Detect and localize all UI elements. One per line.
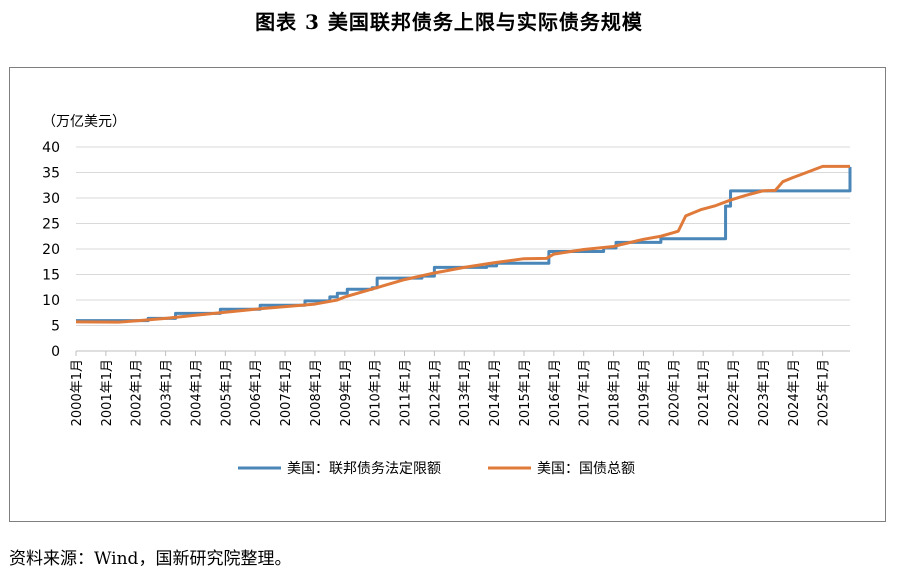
source-note: 资料来源：Wind，国新研究院整理。 — [9, 549, 292, 569]
y-tick-label: 10 — [42, 293, 60, 309]
x-tick-label: 2013年1月 — [458, 359, 473, 426]
y-tick-label: 40 — [42, 140, 60, 156]
x-tick-label: 2015年1月 — [518, 359, 533, 426]
x-tick-label: 2024年1月 — [787, 359, 802, 426]
y-tick-label: 15 — [42, 268, 60, 284]
x-tick-label: 2006年1月 — [249, 359, 264, 426]
x-tick-label: 2003年1月 — [160, 359, 175, 426]
series-line-actual-debt — [75, 164, 850, 324]
y-axis-ticks: 0 5 10 15 20 25 30 35 40 — [42, 140, 60, 360]
x-tick-label: 2019年1月 — [637, 359, 652, 426]
x-tick-label: 2009年1月 — [339, 359, 354, 426]
legend-label-debt-limit: 美国：联邦债务法定限额 — [287, 461, 441, 477]
x-tick-label: 2004年1月 — [189, 359, 204, 426]
x-tick-label: 2002年1月 — [130, 359, 145, 426]
x-tick-label: 2016年1月 — [548, 359, 563, 426]
x-tick-label: 2001年1月 — [100, 359, 115, 426]
x-tick-label: 2020年1月 — [667, 359, 682, 426]
x-tick-label: 2010年1月 — [369, 359, 384, 426]
x-tick-label: 2005年1月 — [219, 359, 234, 426]
y-tick-label: 30 — [42, 191, 60, 207]
unit-label: （万亿美元） — [42, 114, 126, 130]
legend-label-actual-debt: 美国：国债总额 — [537, 461, 635, 477]
y-tick-label: 5 — [51, 319, 60, 335]
x-tick-label: 2000年1月 — [70, 359, 85, 426]
gridlines — [76, 146, 850, 352]
chart-frame: 0 5 10 15 20 25 30 35 40 2000年1月 2001年1月 2002年1月 20… — [9, 67, 886, 522]
x-tick-label: 2008年1月 — [309, 359, 324, 426]
x-tick-label: 2023年1月 — [757, 359, 772, 426]
series-lines — [75, 164, 852, 324]
y-tick-label: 0 — [51, 344, 60, 360]
y-tick-label: 20 — [42, 242, 60, 258]
y-tick-label: 35 — [42, 166, 60, 182]
series-line-debt-limit — [76, 166, 852, 323]
x-tick-label: 2011年1月 — [399, 359, 414, 426]
figure-title: 图表 3 美国联邦债务上限与实际债务规模 — [255, 10, 643, 34]
x-tick-label: 2025年1月 — [817, 359, 832, 426]
legend: 美国：联邦债务法定限额 美国：国债总额 — [238, 461, 635, 477]
x-tick-label: 2022年1月 — [727, 359, 742, 426]
x-tick-label: 2007年1月 — [279, 359, 294, 426]
x-tick-label: 2014年1月 — [488, 359, 503, 426]
x-axis-ticks: 2000年1月 2001年1月 2002年1月 2003年1月 2004年1月 2005年… — [70, 351, 832, 426]
x-tick-label: 2012年1月 — [428, 359, 443, 426]
x-tick-label: 2018年1月 — [608, 359, 623, 426]
y-tick-label: 25 — [42, 217, 60, 233]
x-tick-label: 2021年1月 — [697, 359, 712, 426]
x-tick-label: 2017年1月 — [578, 359, 593, 426]
